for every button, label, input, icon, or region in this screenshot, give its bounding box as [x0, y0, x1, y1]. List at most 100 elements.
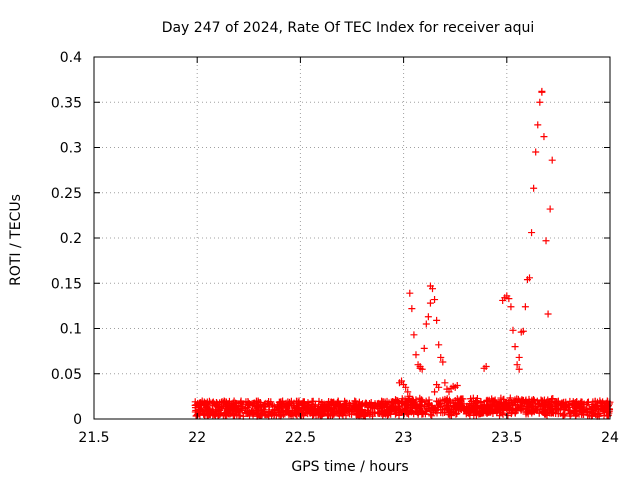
data-point: [532, 148, 540, 156]
data-point: [351, 405, 359, 413]
data-point: [191, 401, 199, 409]
data-point: [223, 402, 231, 410]
data-point: [553, 405, 561, 413]
tick-labels: 21.5 22 22.5 23 23.5 24 0 0.05 0.1 0.15 0.2 0.25 0.3…: [51, 50, 619, 446]
data-point: [348, 404, 356, 412]
x-tick-label: 23.5: [491, 430, 522, 446]
data-point: [273, 404, 281, 412]
data-point: [466, 403, 474, 411]
data-point: [417, 403, 425, 411]
data-point: [537, 396, 545, 404]
data-point: [505, 295, 513, 303]
data-point: [242, 409, 250, 417]
data-point: [374, 408, 382, 416]
data-point: [453, 382, 461, 390]
data-point: [439, 358, 447, 366]
data-point: [323, 400, 331, 408]
data-point: [408, 397, 416, 405]
data-point: [202, 404, 210, 412]
data-point: [424, 313, 432, 321]
data-point: [572, 401, 580, 409]
data-point: [588, 412, 596, 420]
data-point: [237, 398, 245, 406]
data-point: [381, 399, 389, 407]
data-point: [428, 412, 436, 420]
data-point: [285, 408, 293, 416]
data-point: [520, 399, 528, 407]
data-point: [260, 407, 268, 415]
data-point: [499, 396, 507, 404]
data-point: [433, 316, 441, 324]
data-point: [222, 405, 230, 413]
data-point: [513, 361, 521, 369]
data-point: [482, 363, 490, 371]
data-point: [317, 411, 325, 419]
data-point: [404, 388, 412, 396]
data-point: [257, 401, 265, 409]
data-point: [394, 397, 402, 405]
data-point: [447, 412, 455, 420]
data-point: [431, 296, 439, 304]
data-point: [206, 409, 214, 417]
data-point: [236, 411, 244, 419]
data-point: [522, 396, 530, 404]
x-axis-label: GPS time / hours: [291, 459, 408, 475]
data-point: [382, 410, 390, 418]
data-point: [264, 400, 272, 408]
data-point: [338, 410, 346, 418]
data-point: [328, 412, 336, 420]
data-point: [441, 379, 449, 387]
data-point: [485, 402, 493, 410]
x-tick-label: 24: [601, 430, 619, 446]
data-point: [469, 394, 477, 402]
x-tick-label: 23: [395, 430, 413, 446]
data-point: [311, 401, 319, 409]
data-point: [334, 400, 342, 408]
data-point: [594, 411, 602, 419]
data-point: [449, 398, 457, 406]
data-point: [358, 406, 366, 414]
data-point: [597, 405, 605, 413]
data-point: [504, 412, 512, 420]
data-point: [422, 320, 430, 328]
data-point: [511, 397, 519, 405]
data-point: [517, 405, 525, 413]
x-tick-label: 21.5: [78, 430, 109, 446]
data-point: [249, 399, 257, 407]
data-point: [201, 399, 209, 407]
data-point: [543, 411, 551, 419]
data-point: [505, 399, 513, 407]
data-point: [416, 394, 424, 402]
data-point: [521, 303, 529, 311]
data-point: [487, 408, 495, 416]
data-point: [416, 363, 424, 371]
data-point: [445, 388, 453, 396]
data-point: [361, 410, 369, 418]
plot-frame: [93, 56, 611, 420]
y-tick-label: 0.25: [51, 186, 82, 202]
data-point: [297, 408, 305, 416]
data-point: [584, 398, 592, 406]
data-point: [542, 237, 550, 245]
data-point: [564, 403, 572, 411]
data-points: [191, 87, 614, 420]
data-point: [515, 353, 523, 361]
data-point: [396, 408, 404, 416]
data-point: [542, 407, 550, 415]
y-tick-label: 0.05: [51, 367, 82, 383]
data-point: [472, 398, 480, 406]
data-point: [201, 411, 209, 419]
data-point: [403, 401, 411, 409]
chart-title: Day 247 of 2024, Rate Of TEC Index for r…: [162, 20, 535, 36]
y-tick-label: 0.4: [60, 50, 82, 66]
data-point: [435, 383, 443, 391]
data-point: [509, 326, 517, 334]
data-point: [546, 401, 554, 409]
data-point: [566, 397, 574, 405]
data-point: [295, 397, 303, 405]
data-point: [560, 412, 568, 420]
data-point: [511, 343, 519, 351]
data-point: [443, 405, 451, 413]
data-point: [500, 407, 508, 415]
data-point: [390, 403, 398, 411]
